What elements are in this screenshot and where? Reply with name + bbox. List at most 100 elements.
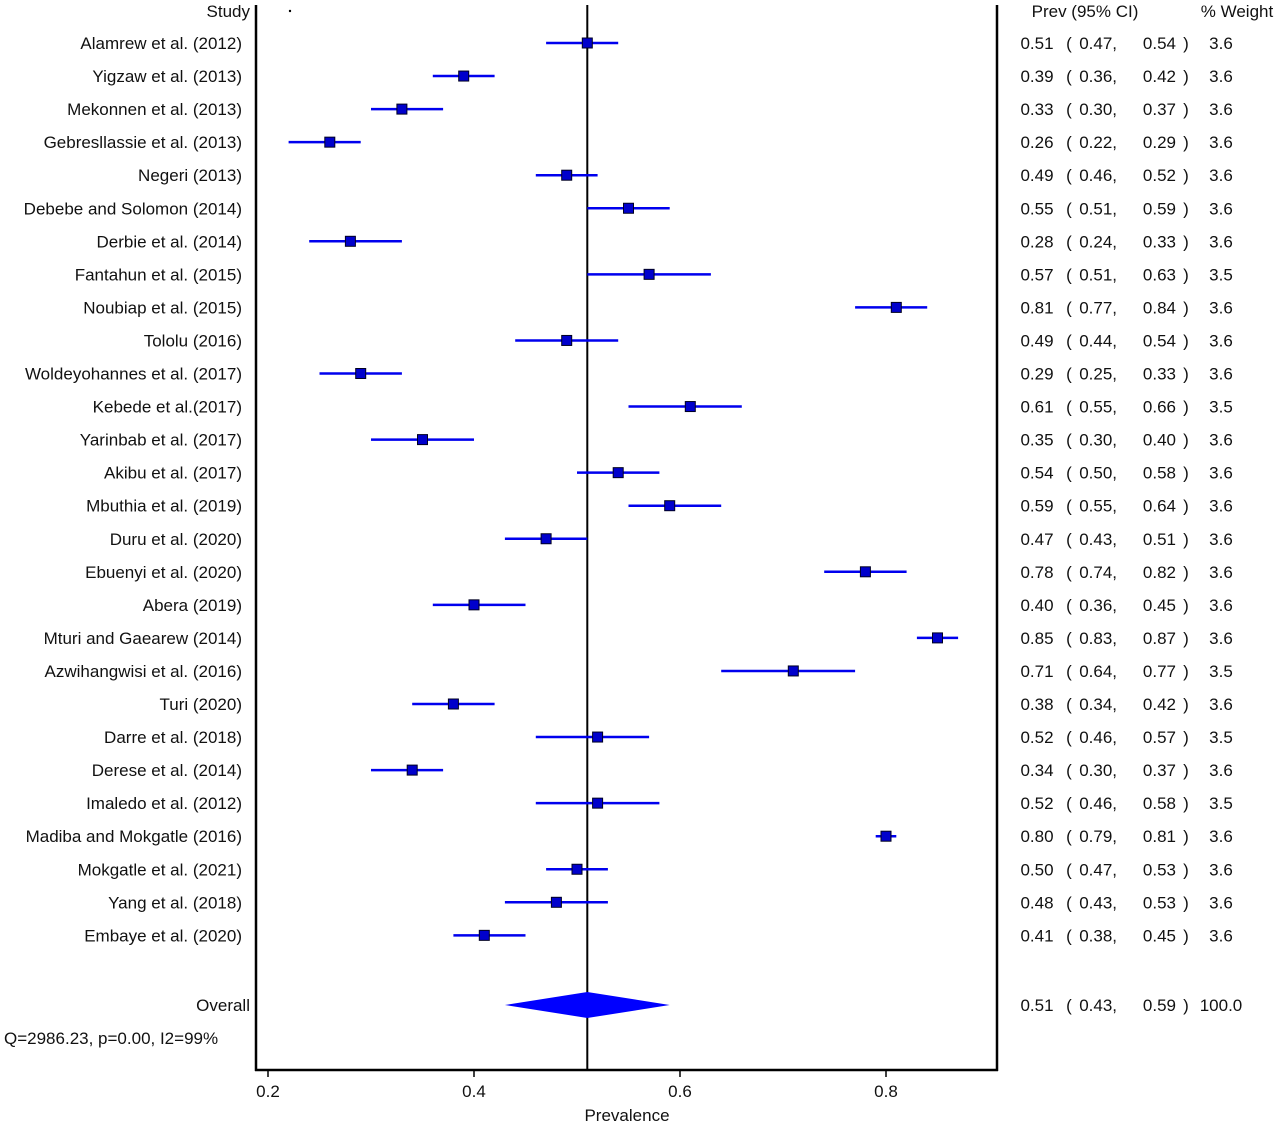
weight-value: 3.6	[1209, 695, 1233, 714]
estimate-marker	[540, 533, 552, 545]
paren-open: (	[1066, 431, 1072, 450]
estimate-marker	[684, 401, 696, 413]
ci-lower-value: 0.36,	[1079, 67, 1117, 86]
estimate-value: 0.80	[1020, 827, 1053, 846]
ci-lower-value: 0.46,	[1079, 794, 1117, 813]
study-row: Yang et al. (2018) 0.48 (0.43, 0.53) 3.6	[108, 893, 1233, 912]
study-label: Mokgatle et al. (2021)	[78, 860, 242, 879]
study-label: Madiba and Mokgatle (2016)	[26, 827, 242, 846]
study-rows: Alamrew et al. (2012) 0.51(0.47, 0.54) 3.6Y…	[24, 34, 1233, 945]
estimate-value: 0.39	[1020, 67, 1053, 86]
estimate-marker	[612, 467, 624, 479]
paren-open: (	[1066, 100, 1072, 119]
estimate-value: 0.59	[1020, 497, 1053, 516]
x-tick-label: 0.6	[668, 1082, 692, 1101]
paren-close: )	[1183, 530, 1189, 549]
ci-upper-value: 0.45	[1143, 596, 1176, 615]
estimate-value: 0.78	[1020, 563, 1053, 582]
ci-lower-value: 0.24,	[1079, 232, 1117, 251]
estimate-value: 0.33	[1020, 100, 1053, 119]
study-row: Ebuenyi et al. (2020) 0.78 (0.74, 0.82) 3.6	[85, 563, 1233, 582]
x-axis-label: Prevalence	[584, 1106, 669, 1124]
paren-close: )	[1183, 133, 1189, 152]
study-label: Woldeyohannes et al. (2017)	[25, 365, 242, 384]
heterogeneity-stats: Q=2986.23, p=0.00, I2=99%	[4, 1029, 218, 1048]
study-label: Mbuthia et al. (2019)	[86, 497, 242, 516]
estimate-marker	[478, 929, 490, 941]
weight-value: 3.6	[1209, 232, 1233, 251]
study-row: Negeri (2013) 0.49 (0.46, 0.52) 3.6	[138, 166, 1233, 185]
estimate-value: 0.26	[1020, 133, 1053, 152]
paren-close: )	[1183, 100, 1189, 119]
header-dot	[288, 9, 292, 13]
ci-lower-value: 0.30,	[1079, 761, 1117, 780]
ci-lower-value: 0.30,	[1079, 100, 1117, 119]
estimate-marker	[890, 301, 902, 313]
estimate-value: 0.50	[1020, 860, 1053, 879]
study-label: Turi (2020)	[159, 695, 242, 714]
paren-open: (	[1066, 893, 1072, 912]
ci-upper-value: 0.37	[1143, 761, 1176, 780]
header-study: Study	[207, 2, 251, 21]
study-row: Yarinbab et al. (2017) 0.35 (0.30, 0.40) 3.6	[80, 431, 1233, 450]
study-row: Kebede et al.(2017) 0.61 (0.55, 0.66) 3.5	[93, 398, 1233, 417]
x-ticks: 0.2 0.4 0.6 0.8	[256, 1070, 898, 1101]
weight-value: 3.6	[1209, 100, 1233, 119]
paren-open: (	[1066, 827, 1072, 846]
header-weight: % Weight	[1201, 2, 1274, 21]
estimate-marker	[664, 500, 676, 512]
ci-upper-value: 0.82	[1143, 563, 1176, 582]
ci-lower-value: 0.50,	[1079, 464, 1117, 483]
ci-lower-value: 0.46,	[1079, 166, 1117, 185]
ci-upper-value: 0.29	[1143, 133, 1176, 152]
ci-lower-value: 0.77,	[1079, 298, 1117, 317]
estimate-value: 0.29	[1020, 365, 1053, 384]
overall-row: Overall 0.51 (0.43, 0.59) 100.0	[196, 992, 1242, 1018]
estimate-value: 0.47	[1020, 530, 1053, 549]
ci-lower-value: 0.38,	[1079, 926, 1117, 945]
ci-upper-value: 0.40	[1143, 431, 1176, 450]
paren-open: (	[1066, 530, 1072, 549]
paren-open: (	[1066, 563, 1072, 582]
paren-close: )	[1183, 596, 1189, 615]
ci-lower-value: 0.64,	[1079, 662, 1117, 681]
weight-value: 3.6	[1209, 860, 1233, 879]
x-tick-label: 0.2	[256, 1082, 280, 1101]
study-row: Fantahun et al. (2015) 0.57 (0.51, 0.63) 3.5	[75, 265, 1233, 284]
paren-open: (	[1066, 67, 1072, 86]
study-row: Azwihangwisi et al. (2016) 0.71 (0.64, 0.77…	[45, 662, 1233, 681]
study-row: Derese et al. (2014) 0.34 (0.30, 0.37) 3.6	[92, 761, 1233, 780]
weight-value: 3.6	[1209, 827, 1233, 846]
study-row: Mekonnen et al. (2013) 0.33 (0.30, 0.37) 3.6	[67, 100, 1233, 119]
ci-lower-value: 0.51,	[1079, 265, 1117, 284]
weight-value: 3.6	[1209, 761, 1233, 780]
estimate-marker	[787, 665, 799, 677]
ci-upper-value: 0.37	[1143, 100, 1176, 119]
weight-value: 3.5	[1209, 728, 1233, 747]
header-estimate: Prev (95% CI)	[1032, 2, 1139, 21]
paren-open: (	[1066, 497, 1072, 516]
paren-close: )	[1183, 464, 1189, 483]
estimate-marker	[859, 566, 871, 578]
estimate-value: 0.57	[1020, 265, 1053, 284]
weight-value: 3.5	[1209, 794, 1233, 813]
study-row: Abera (2019) 0.40 (0.36, 0.45) 3.6	[143, 596, 1233, 615]
estimate-marker	[417, 434, 428, 446]
paren-open: (	[1066, 761, 1072, 780]
study-label: Fantahun et al. (2015)	[75, 265, 242, 284]
paren-close: )	[1183, 34, 1189, 53]
ci-lower-value: 0.47,	[1079, 860, 1117, 879]
study-label: Yang et al. (2018)	[108, 893, 242, 912]
estimate-value: 0.49	[1020, 166, 1053, 185]
estimate-value: 0.54	[1020, 464, 1053, 483]
weight-value: 3.6	[1209, 926, 1233, 945]
overall-diamond	[504, 992, 670, 1018]
ci-lower-value: 0.83,	[1079, 629, 1117, 648]
estimate-value: 0.34	[1020, 761, 1053, 780]
estimate-marker	[623, 202, 634, 214]
estimate-marker	[447, 698, 459, 710]
study-row: Mturi and Gaearew (2014) 0.85 (0.83, 0.87) 3…	[44, 629, 1233, 648]
paren-open: (	[1066, 398, 1072, 417]
ci-lower-value: 0.36,	[1079, 596, 1117, 615]
study-row: Duru et al. (2020) 0.47 (0.43, 0.51) 3.6	[110, 530, 1233, 549]
